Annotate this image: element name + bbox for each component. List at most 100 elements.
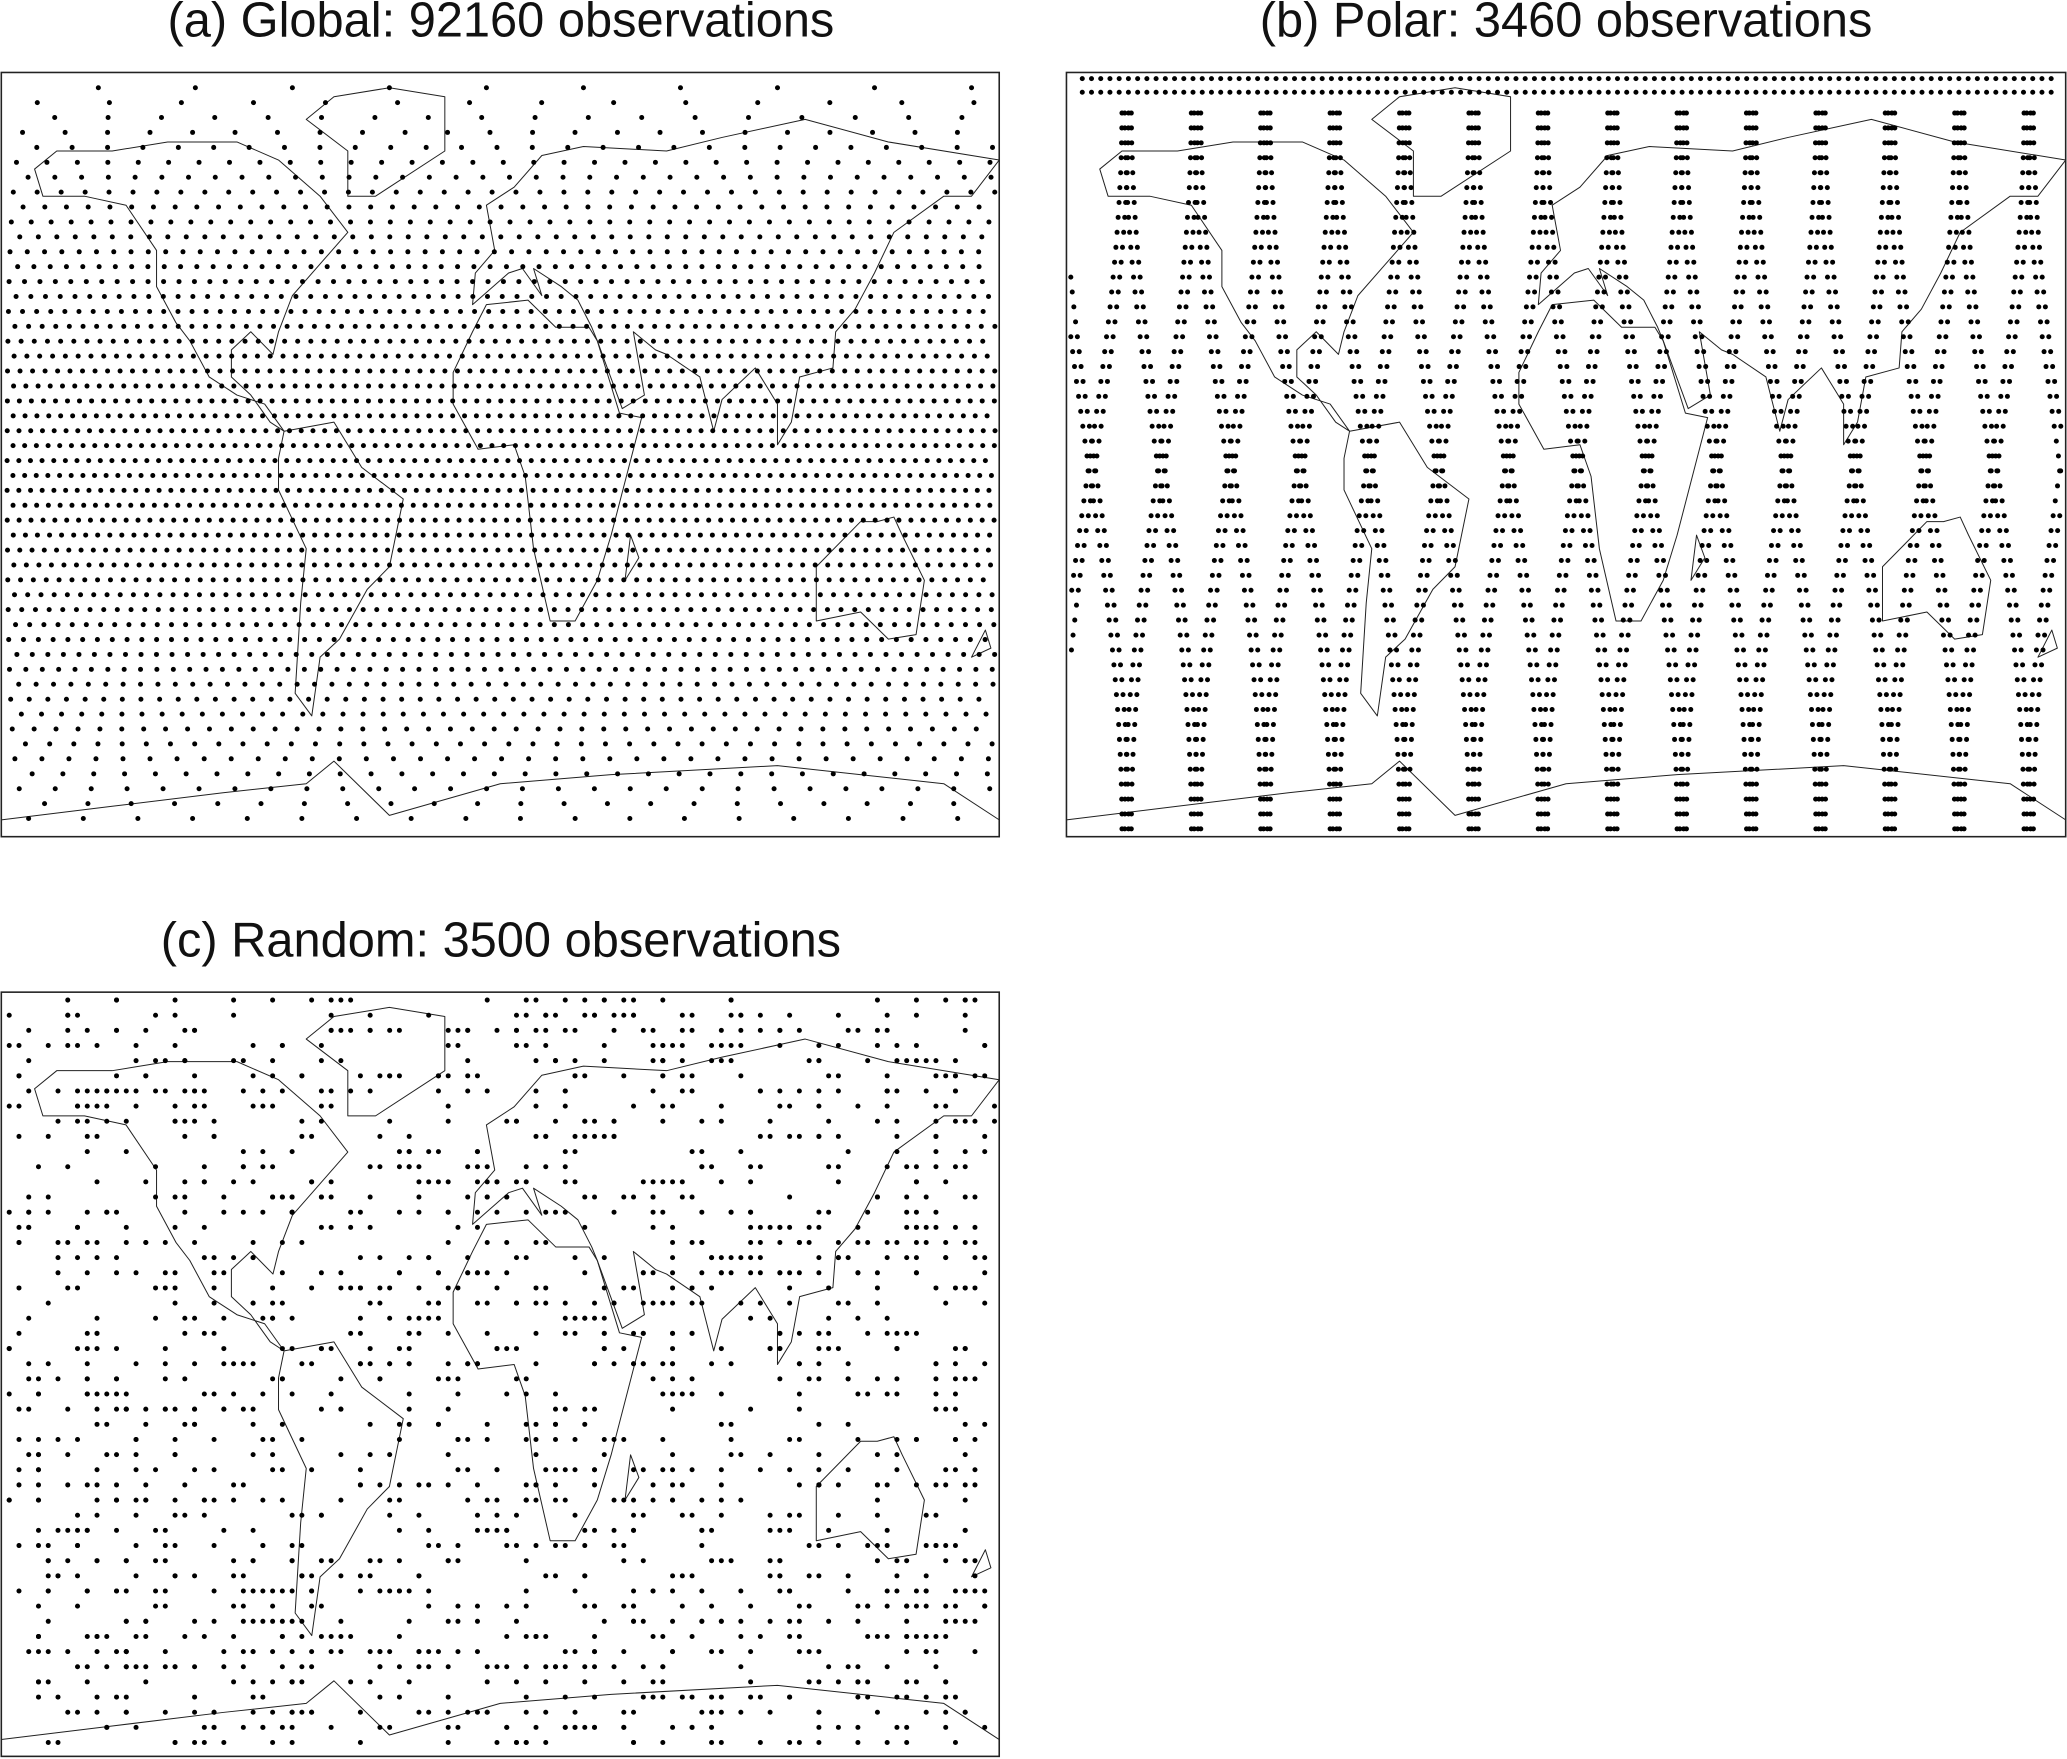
observation xyxy=(940,338,946,344)
observation xyxy=(428,607,434,613)
observation xyxy=(634,756,640,762)
observation xyxy=(1140,632,1146,638)
observation xyxy=(630,249,636,255)
observation xyxy=(720,473,726,479)
observation xyxy=(514,666,520,672)
observation xyxy=(555,681,561,687)
observation xyxy=(971,100,977,106)
observation xyxy=(474,249,480,255)
observation xyxy=(1134,304,1140,310)
observation xyxy=(584,323,590,329)
observation xyxy=(415,308,421,314)
observation xyxy=(1071,572,1077,578)
observation xyxy=(1536,692,1542,698)
observation xyxy=(68,279,74,285)
observation xyxy=(1654,558,1660,564)
observation xyxy=(18,577,24,583)
observation xyxy=(642,398,648,404)
observation xyxy=(317,368,323,374)
observation xyxy=(98,487,104,493)
observation xyxy=(29,771,35,777)
observation xyxy=(621,458,627,464)
observation xyxy=(16,398,22,404)
observation xyxy=(959,115,965,121)
observation xyxy=(1386,289,1392,295)
observation xyxy=(239,174,245,180)
observation xyxy=(1401,751,1407,757)
observation xyxy=(887,338,893,344)
observation xyxy=(1267,811,1273,817)
observation xyxy=(1631,393,1637,399)
observation xyxy=(101,696,107,702)
observation xyxy=(699,786,705,792)
observation xyxy=(529,323,535,329)
observation xyxy=(639,115,645,121)
observation xyxy=(28,517,34,523)
observation xyxy=(831,383,837,389)
observation xyxy=(355,368,361,374)
observation xyxy=(103,547,109,553)
observation xyxy=(318,353,324,359)
observation xyxy=(1741,185,1747,191)
observation xyxy=(1553,602,1559,608)
observation xyxy=(1691,602,1697,608)
observation xyxy=(62,353,68,359)
observation xyxy=(1662,304,1668,310)
observation xyxy=(928,487,934,493)
observation xyxy=(1740,722,1746,728)
observation xyxy=(1359,438,1365,444)
observation xyxy=(447,592,453,598)
observation xyxy=(906,249,912,255)
observation xyxy=(494,622,501,628)
observation xyxy=(592,159,598,165)
observation xyxy=(231,651,237,657)
observation xyxy=(1479,214,1485,220)
observation xyxy=(22,413,28,419)
observation xyxy=(826,219,832,225)
observation xyxy=(1405,692,1411,698)
observation xyxy=(1489,319,1495,325)
observation xyxy=(336,473,342,479)
observation xyxy=(985,547,991,553)
observation xyxy=(28,487,34,493)
observation xyxy=(1177,632,1183,638)
observation xyxy=(318,666,324,672)
observation xyxy=(1400,796,1406,802)
observation xyxy=(1559,378,1565,384)
observation xyxy=(561,189,567,195)
observation xyxy=(242,517,248,523)
observation xyxy=(265,607,271,613)
observation xyxy=(1395,751,1401,757)
observation xyxy=(338,577,344,583)
observation xyxy=(716,637,722,643)
observation xyxy=(1269,170,1275,176)
observation xyxy=(1717,513,1723,519)
observation xyxy=(1255,647,1261,653)
observation xyxy=(1418,572,1424,578)
observation xyxy=(255,443,261,449)
observation xyxy=(1584,423,1590,429)
observation xyxy=(234,293,240,299)
observation xyxy=(54,547,60,553)
observation xyxy=(440,293,446,299)
observation xyxy=(1325,274,1331,280)
observation xyxy=(734,443,740,449)
observation xyxy=(1589,542,1595,548)
observation xyxy=(1620,617,1626,623)
observation xyxy=(1208,289,1214,295)
observation xyxy=(1190,229,1196,235)
observation xyxy=(466,443,472,449)
observation xyxy=(522,473,528,479)
observation xyxy=(389,204,395,210)
observation xyxy=(846,264,852,270)
observation xyxy=(987,502,993,508)
observation xyxy=(1701,528,1707,534)
observation xyxy=(716,249,722,255)
observation xyxy=(164,547,170,553)
observation xyxy=(1651,438,1657,444)
observation xyxy=(715,696,721,702)
observation xyxy=(579,607,585,613)
observation xyxy=(600,487,606,493)
observation xyxy=(33,681,39,687)
observation xyxy=(1618,214,1624,220)
